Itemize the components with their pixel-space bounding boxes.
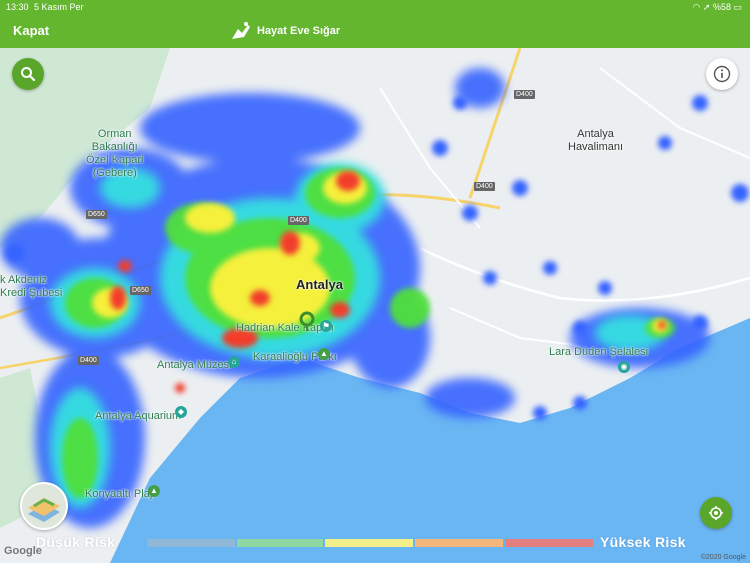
museum-icon[interactable]: ⌂ xyxy=(228,356,240,368)
place-karaalioglu[interactable]: Karaalioğlu Parkı xyxy=(253,351,337,363)
map-layers-icon xyxy=(22,484,66,528)
road-d400: D400 xyxy=(288,216,309,225)
location-pin-icon[interactable] xyxy=(299,311,315,331)
waterfall-icon[interactable]: ◉ xyxy=(618,361,630,373)
status-date: 5 Kasım Per xyxy=(34,2,84,12)
place-airport: Antalya Havalimanı xyxy=(568,128,624,153)
beach-icon[interactable]: ▲ xyxy=(148,485,160,497)
map-copyright: ©2020 Google xyxy=(700,554,746,561)
close-button[interactable]: Kapat xyxy=(13,23,50,38)
risk-heatmap-map[interactable]: Antalya Antalya Havalimanı Orman Bakanlı… xyxy=(0,48,750,563)
place-antalya: Antalya xyxy=(296,277,343,292)
road-d400: D400 xyxy=(474,182,495,191)
legend-swatch-1 xyxy=(147,539,235,547)
legend-swatch-2 xyxy=(237,539,323,547)
legend-swatch-3 xyxy=(325,539,413,547)
risk-legend: Düşük Risk Yüksek Risk xyxy=(30,534,694,550)
map-base xyxy=(0,48,750,563)
road-d400: D400 xyxy=(514,90,535,99)
google-logo: Google xyxy=(4,545,42,557)
place-duden[interactable]: Lara Düden Şelalesi xyxy=(549,346,649,358)
app-title: Hayat Eve Sığar xyxy=(257,25,341,37)
legend-low-label: Düşük Risk xyxy=(36,534,116,550)
road-d400: D400 xyxy=(78,356,99,365)
top-navbar: Kapat Hayat Eve Sığar xyxy=(0,14,750,48)
legend-high-label: Yüksek Risk xyxy=(600,534,686,550)
info-icon xyxy=(713,65,731,83)
place-museum[interactable]: Antalya Müzesi xyxy=(157,359,232,371)
status-bar: 13:30 5 Kasım Per ◠ ➚ %58 ▭ xyxy=(0,0,750,14)
legend-swatch-4 xyxy=(415,539,503,547)
park-icon[interactable]: ▲ xyxy=(318,348,330,360)
aquarium-icon[interactable]: ◆ xyxy=(175,406,187,418)
locate-icon xyxy=(709,506,723,520)
search-icon xyxy=(21,67,36,82)
battery-text: %58 xyxy=(712,2,731,12)
place-forest: Orman Bakanlığı Özel Kapari (Gebere) xyxy=(86,128,144,179)
map-layers-button[interactable] xyxy=(20,482,68,530)
battery-icon: ▭ xyxy=(733,2,742,12)
status-time: 13:30 xyxy=(6,2,29,12)
place-aquarium[interactable]: Antalya Aquarium xyxy=(95,410,182,422)
locate-button[interactable] xyxy=(700,497,732,529)
legend-swatch-5 xyxy=(505,539,593,547)
info-button[interactable] xyxy=(706,58,738,90)
landmark-icon[interactable]: ⚑ xyxy=(320,320,332,332)
status-battery: ◠ ➚ %58 ▭ xyxy=(693,2,742,13)
wifi-icon: ◠ ➚ xyxy=(692,2,713,12)
road-d650: D650 xyxy=(130,286,151,295)
place-konyaalti[interactable]: Konyaaltı Plajı xyxy=(85,488,156,500)
app-logo-icon xyxy=(232,22,250,39)
road-d650: D650 xyxy=(86,210,107,219)
search-button[interactable] xyxy=(12,58,44,90)
place-akdeniz-bank: k Akdeniz Kredi Şubesi xyxy=(0,274,63,299)
app-brand: Hayat Eve Sığar xyxy=(230,20,340,42)
